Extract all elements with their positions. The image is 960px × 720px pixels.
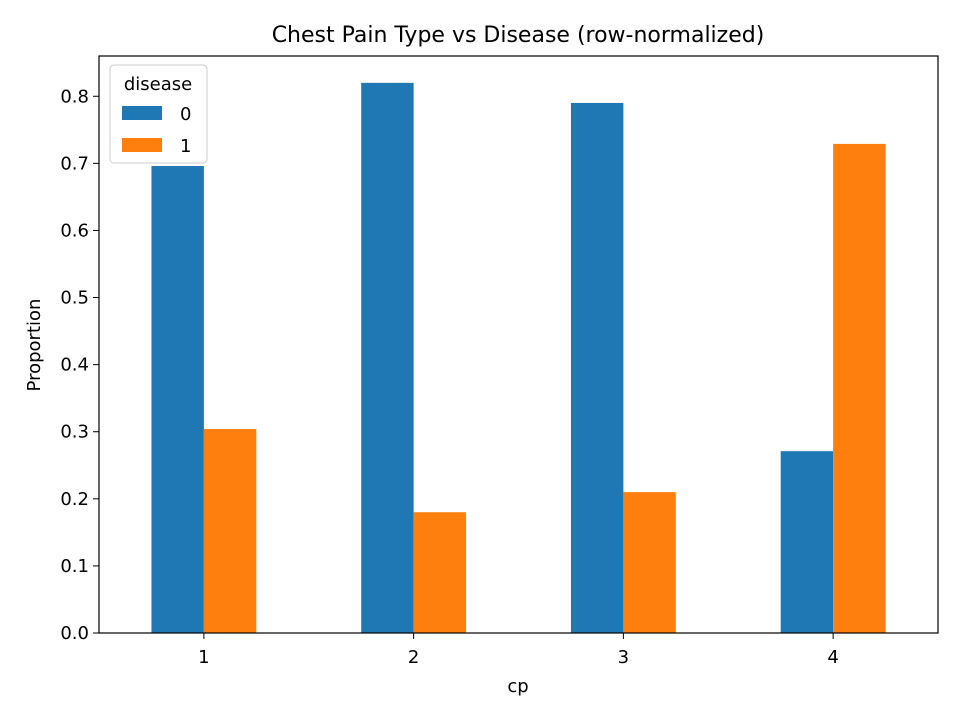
y-tick-label-0.1: 0.1 (60, 556, 89, 577)
legend-label-series-0: 0 (180, 104, 191, 125)
y-tick-label-0.2: 0.2 (60, 489, 89, 510)
y-axis-label: Proportion (24, 299, 45, 392)
x-tick-label-3: 3 (618, 647, 629, 668)
bar-series-0-cat-2 (361, 82, 414, 634)
bar-series-1-cat-4 (833, 143, 886, 633)
x-tick-label-4: 4 (827, 647, 838, 668)
bar-series-1-cat-3 (623, 492, 676, 633)
bar-series-0-cat-3 (570, 102, 624, 634)
bar-series-0-cat-4 (780, 451, 834, 633)
bar-series-1-cat-2 (413, 512, 467, 633)
x-tick-label-2: 2 (408, 647, 419, 668)
legend-label-series-1: 1 (180, 136, 191, 157)
bar-series-1-cat-1 (203, 429, 257, 633)
legend: disease 0 1 (109, 64, 208, 164)
x-axis-label: cp (507, 676, 528, 697)
y-tick-label-0.3: 0.3 (60, 422, 89, 443)
y-tick-label-0.4: 0.4 (60, 355, 89, 376)
legend-swatch-series-0 (122, 106, 162, 120)
y-tick-label-0.7: 0.7 (60, 153, 89, 174)
y-tick-label-0.5: 0.5 (60, 288, 89, 309)
plot-frame (98, 55, 939, 634)
legend-title: disease (124, 74, 192, 95)
bar-series-0-cat-1 (151, 166, 204, 633)
y-tick-label-0.6: 0.6 (60, 220, 89, 241)
plot-area: 0.0 0.1 0.2 0.3 0.4 0.5 0.6 0.7 0.8 1 2 3 4 (60, 55, 939, 668)
y-tick-label-0.8: 0.8 (60, 86, 89, 107)
legend-swatch-series-1 (122, 138, 162, 152)
x-tick-label-1: 1 (198, 647, 209, 668)
chart-title: Chest Pain Type vs Disease (row-normaliz… (272, 23, 765, 48)
y-tick-label-0.0: 0.0 (60, 623, 89, 644)
